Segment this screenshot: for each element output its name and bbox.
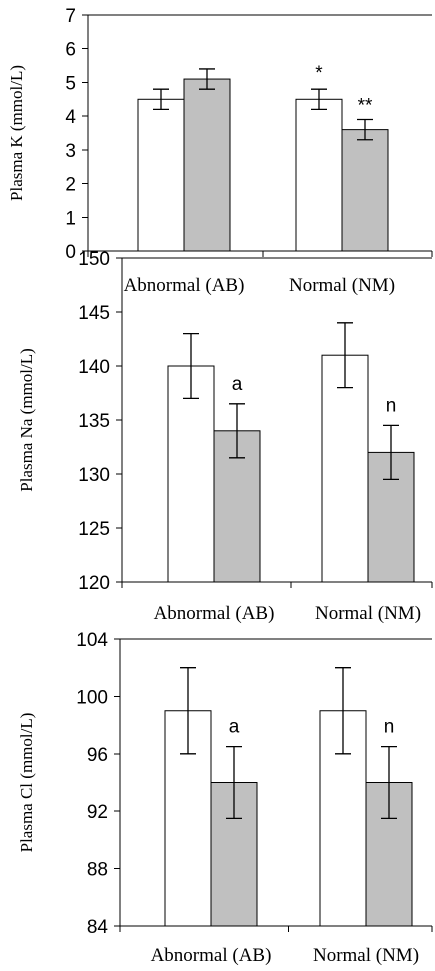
error-bar — [335, 667, 351, 755]
error-bar — [183, 332, 199, 400]
y-tick-label: 3 — [65, 141, 76, 162]
y-tick-label: 1 — [65, 208, 76, 229]
y-axis-title: Plasma Cl (mmol/L) — [17, 713, 36, 853]
significance-annotation: n — [384, 717, 395, 738]
bar — [183, 78, 231, 252]
significance-annotation: a — [232, 374, 243, 395]
bar — [295, 98, 343, 252]
error-bar — [153, 88, 169, 111]
y-tick-label: 140 — [78, 357, 110, 378]
bar — [137, 98, 185, 252]
category-label: Normal (NM) — [315, 603, 421, 624]
error-bar — [381, 745, 397, 820]
y-tick-label: 130 — [78, 465, 110, 486]
y-tick-label: 104 — [76, 630, 108, 651]
y-axis-title: Plasma K (mmol/L) — [7, 65, 26, 201]
y-tick-label: 145 — [78, 303, 110, 324]
y-tick-label: 135 — [78, 411, 110, 432]
error-bar — [229, 403, 245, 459]
y-tick-label: 5 — [65, 73, 76, 94]
bar — [341, 129, 389, 252]
bar — [321, 354, 369, 583]
error-bar — [199, 68, 215, 90]
error-bar — [180, 667, 196, 755]
y-tick-label: 120 — [78, 573, 110, 594]
y-tick-label: 96 — [87, 745, 108, 766]
plasma-k-panel: 0 1 2 3 4 5 6 7 Plasma K (mmol/L) Abnormal (AB) No… — [7, 6, 433, 296]
category-label: Abnormal (AB) — [154, 603, 275, 624]
error-bar — [226, 745, 242, 820]
significance-annotation: a — [229, 717, 240, 738]
significance-annotation: * — [315, 63, 323, 84]
y-tick-label: 2 — [65, 175, 76, 196]
significance-annotation: n — [386, 395, 397, 416]
y-tick-label: 4 — [65, 107, 76, 128]
y-tick-label: 7 — [65, 6, 76, 27]
category-label: Abnormal (AB) — [151, 945, 272, 966]
y-tick-label: 6 — [65, 40, 76, 61]
plasma-cl-panel: 84 88 92 96 100 104 Plasma Cl (mmol/L) Abnormal… — [17, 630, 433, 966]
error-bar — [311, 88, 327, 111]
y-tick-label: 150 — [78, 249, 110, 270]
y-tick-label: 84 — [87, 917, 109, 938]
y-tick-label: 100 — [76, 687, 108, 708]
plasma-na-panel: 120 125 130 135 140 145 150 Plasma Na (mmol/L) A… — [17, 249, 433, 624]
error-bar — [357, 118, 373, 141]
significance-annotation: ** — [358, 96, 373, 117]
bar — [167, 365, 215, 583]
y-axis-title: Plasma Na (mmol/L) — [17, 348, 36, 492]
category-label: Normal (NM) — [289, 275, 395, 296]
y-tick-label: 0 — [65, 242, 76, 263]
error-bar — [337, 322, 353, 389]
y-tick-label: 92 — [87, 802, 108, 823]
error-bar — [383, 424, 399, 481]
bar — [367, 451, 415, 583]
y-tick-label: 125 — [78, 519, 110, 540]
y-tick-label: 88 — [87, 860, 108, 881]
category-label: Normal (NM) — [313, 945, 419, 966]
category-label: Abnormal (AB) — [124, 275, 245, 296]
